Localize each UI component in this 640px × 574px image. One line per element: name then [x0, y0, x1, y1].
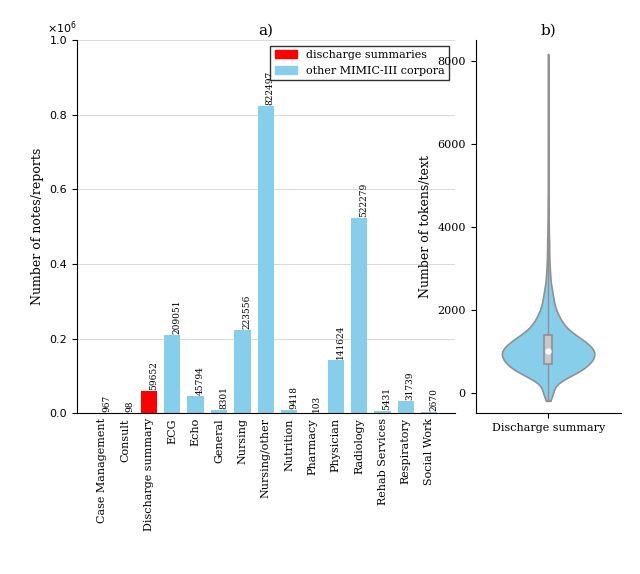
Text: 45794: 45794	[196, 366, 205, 395]
Text: 223556: 223556	[243, 294, 252, 329]
Bar	[141, 391, 157, 413]
Bar	[164, 335, 180, 413]
Bar	[351, 219, 367, 413]
Bar	[421, 412, 437, 413]
Text: 31739: 31739	[406, 372, 415, 400]
Title: a): a)	[258, 24, 273, 38]
Text: 967: 967	[102, 394, 111, 412]
Bar	[257, 106, 274, 413]
Text: 5431: 5431	[383, 387, 392, 410]
Bar	[397, 401, 414, 413]
Bar	[188, 396, 204, 413]
Text: 822497: 822497	[266, 71, 275, 105]
Text: 103: 103	[312, 395, 321, 412]
Text: 98: 98	[125, 401, 134, 412]
Bar	[211, 410, 227, 413]
Bar	[281, 410, 297, 413]
Y-axis label: Number of notes/reports: Number of notes/reports	[31, 148, 44, 305]
Text: 141624: 141624	[336, 325, 345, 359]
Legend: discharge summaries, other MIMIC-III corpora: discharge summaries, other MIMIC-III cor…	[270, 46, 449, 80]
Y-axis label: Number of tokens/text: Number of tokens/text	[419, 156, 432, 298]
Bar	[328, 360, 344, 413]
Text: $\times10^6$: $\times10^6$	[47, 20, 77, 36]
Bar	[374, 411, 390, 413]
Text: 59652: 59652	[149, 361, 158, 390]
Text: 522279: 522279	[359, 183, 368, 218]
Bar	[234, 330, 250, 413]
Text: 9418: 9418	[289, 386, 298, 409]
Text: 8301: 8301	[219, 386, 228, 409]
Bar	[544, 335, 552, 364]
Text: 2670: 2670	[429, 388, 438, 411]
Text: 209051: 209051	[172, 300, 181, 334]
Title: b): b)	[540, 24, 556, 38]
